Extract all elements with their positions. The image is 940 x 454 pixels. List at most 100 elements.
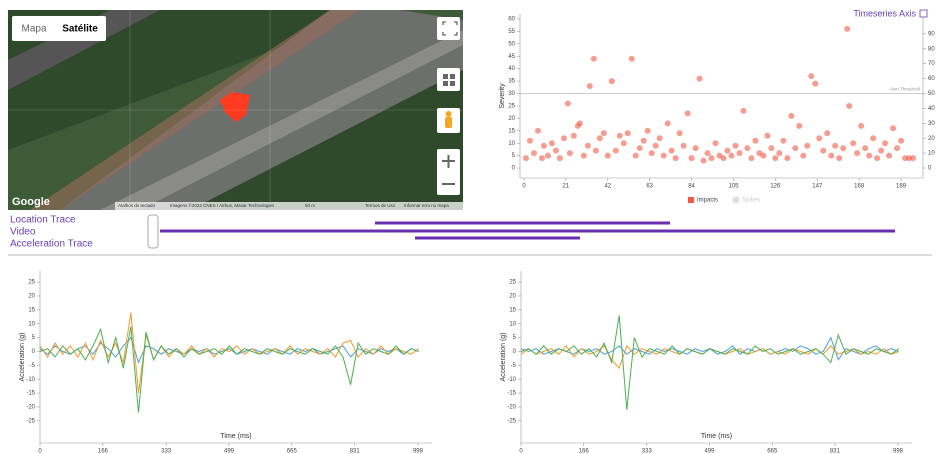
impact-point <box>886 153 892 159</box>
x-tick-label: 63 <box>646 184 653 190</box>
map-footer-link[interactable]: Termos de Uso <box>365 203 396 208</box>
impact-point <box>780 138 786 144</box>
map-type-button[interactable]: Mapa <box>21 24 46 35</box>
impact-point <box>832 143 838 149</box>
impact-point <box>587 83 593 89</box>
impact-point <box>565 100 571 106</box>
legend-swatch[interactable] <box>733 197 739 203</box>
y-tick-label: 45 <box>508 54 515 60</box>
map-footer-link[interactable]: Atalhos do teclado <box>118 203 156 208</box>
x-tick-label: 499 <box>705 449 716 454</box>
y-tick-label: -10 <box>26 377 35 383</box>
track-label: Location Trace <box>10 215 76 226</box>
impact-point <box>697 76 703 82</box>
impact-point <box>882 140 888 146</box>
impact-point <box>665 120 671 126</box>
impact-point <box>681 143 687 149</box>
impact-point <box>609 78 615 84</box>
impact-point <box>910 155 916 161</box>
x-tick-label: 333 <box>642 449 653 454</box>
impact-point <box>840 145 846 151</box>
impact-point <box>585 143 591 149</box>
y-tick-label: -5 <box>511 363 517 369</box>
impact-point <box>752 138 758 144</box>
impact-point <box>597 135 603 141</box>
impact-point <box>539 155 545 161</box>
x-tick-label: 998 <box>413 449 424 454</box>
track-label: Acceleration Trace <box>10 239 93 250</box>
y-tick-label: -10 <box>507 377 516 383</box>
impact-point <box>541 143 547 149</box>
impact-point <box>561 135 567 141</box>
impact-point <box>605 153 611 159</box>
y-tick-label: 40 <box>508 66 515 72</box>
impact-point <box>581 153 587 159</box>
impact-point <box>567 150 573 156</box>
impact-point <box>760 153 766 159</box>
fullscreen-button[interactable] <box>437 17 460 40</box>
x-tick-label: 42 <box>604 184 611 190</box>
impact-point <box>866 153 872 159</box>
y-tick-label: 55 <box>508 29 515 35</box>
y-tick-label: -5 <box>30 363 36 369</box>
layers-button[interactable] <box>437 68 460 91</box>
impact-point <box>677 130 683 136</box>
y-tick-label: 25 <box>509 280 516 286</box>
y-tick-label: 30 <box>508 91 515 97</box>
y-tick-label: 25 <box>28 280 35 286</box>
toggle-checkbox[interactable] <box>920 10 927 17</box>
impact-point <box>898 138 904 144</box>
legend-label[interactable]: Spikes <box>742 198 760 204</box>
accel-line <box>40 313 419 394</box>
impact-point <box>689 155 695 161</box>
impact-point <box>553 148 559 154</box>
threshold-label: Alert Threshold <box>890 87 921 92</box>
y-tick-label: 35 <box>508 79 515 85</box>
impact-point <box>828 153 834 159</box>
timeline-slider[interactable] <box>148 215 158 248</box>
impact-point <box>645 128 651 134</box>
x-tick-label: 831 <box>830 449 841 454</box>
y-tick-label: 5 <box>32 335 36 341</box>
map[interactable]: Mapa Satélite Google Atalhos do teclado … <box>8 10 463 210</box>
impact-point <box>621 140 627 146</box>
impact-point <box>862 145 868 151</box>
map-logo: Google <box>12 196 50 208</box>
impact-point <box>858 123 864 129</box>
impact-point <box>740 108 746 114</box>
y-tick-label: 20 <box>28 294 35 300</box>
impact-point <box>601 130 607 136</box>
y-tick-label: 10 <box>508 141 515 147</box>
x-tick-label: 126 <box>770 184 781 190</box>
toggle-label[interactable]: Timeseries Axis <box>853 8 916 18</box>
track-label: Video <box>10 227 36 238</box>
impact-point <box>633 153 639 159</box>
impact-point <box>788 113 794 119</box>
y2-tick-label: 30 <box>928 121 935 127</box>
x-tick-label: 665 <box>767 449 778 454</box>
x-tick-label: 0 <box>38 449 42 454</box>
x-tick-label: 105 <box>728 184 739 190</box>
y2-tick-label: 50 <box>928 91 935 97</box>
y-axis-title: Acceleration (g) <box>19 332 26 381</box>
legend-label[interactable]: Impacts <box>697 198 718 204</box>
impact-point <box>736 150 742 156</box>
impact-point <box>854 150 860 156</box>
x-tick-label: 21 <box>563 184 570 190</box>
y-tick-label: 60 <box>508 17 515 23</box>
map-footer-link[interactable]: Informar erro no mapa <box>404 203 449 208</box>
y-tick-label: -25 <box>26 418 35 424</box>
x-tick-label: 166 <box>579 449 590 454</box>
y-tick-label: -20 <box>507 405 516 411</box>
impact-point <box>890 125 896 131</box>
x-tick-label: 0 <box>519 449 523 454</box>
y-tick-label: 5 <box>513 335 517 341</box>
impact-point <box>792 145 798 151</box>
y-tick-label: 25 <box>508 104 515 110</box>
legend-swatch[interactable] <box>688 197 694 203</box>
map-type-button[interactable]: Satélite <box>62 24 98 35</box>
impact-point <box>776 150 782 156</box>
y2-tick-label: 80 <box>928 46 935 52</box>
impact-point <box>593 148 599 154</box>
map-attribution: Imagens ©2022 CNES / Airbus, Maxar Techn… <box>170 202 275 208</box>
